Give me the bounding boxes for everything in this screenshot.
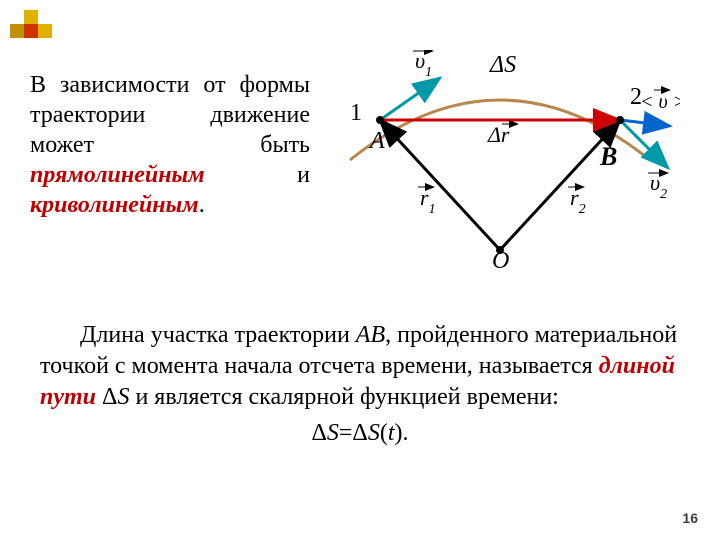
p1-tail: . [199, 192, 205, 218]
diagram-container: ΔS 1 A 2 υ1 υ2 < υ > Δr r1 r2 O В [310, 70, 690, 290]
p2-s1: S [117, 384, 129, 410]
slide-content: В зависимости от формы траектории движен… [30, 70, 690, 449]
deco-sq [38, 24, 52, 38]
equation: ΔS=ΔS(t). [40, 418, 680, 449]
label-r2: r2 [570, 185, 586, 217]
label-v1: υ1 [415, 50, 432, 80]
label-dS: ΔS [489, 52, 516, 78]
deco-sq [10, 24, 24, 38]
vector-r2 [500, 120, 620, 250]
p2-mid2: Δ [96, 384, 117, 410]
label-A: A [368, 128, 385, 154]
paragraph-1: В зависимости от формы траектории движен… [30, 70, 310, 220]
p1-term1: прямолинейным [30, 162, 205, 188]
label-O: O [492, 248, 509, 270]
label-r1: r1 [420, 185, 436, 217]
p2-mid3: и является скалярной функцией времени: [129, 384, 558, 410]
vector-r1 [380, 120, 500, 250]
deco-sq [24, 24, 38, 38]
p1-term2: криволинейным [30, 192, 199, 218]
slide-number: 16 [682, 510, 698, 526]
label-dr: Δr [487, 122, 510, 147]
p1-mid: и [297, 162, 310, 188]
top-block: В зависимости от формы траектории движен… [30, 70, 690, 290]
label-v2: υ2 [650, 170, 667, 202]
label-B-overlay: В [600, 142, 617, 172]
deco-sq [24, 10, 38, 24]
point-1 [376, 116, 384, 124]
p2-pre: Длина участка траектории [80, 322, 356, 348]
paragraph-2: Длина участка траектории АВ, пройденного… [30, 320, 690, 449]
point-2 [616, 116, 624, 124]
label-vavg: < υ > [640, 91, 680, 113]
p2-ab: АВ [356, 322, 385, 348]
vector-vavg [620, 120, 670, 126]
trajectory-diagram: ΔS 1 A 2 υ1 υ2 < υ > Δr r1 r2 O [320, 50, 680, 270]
label-1: 1 [350, 100, 362, 126]
p1-lead: В зависимости от формы траектории движен… [30, 72, 310, 158]
